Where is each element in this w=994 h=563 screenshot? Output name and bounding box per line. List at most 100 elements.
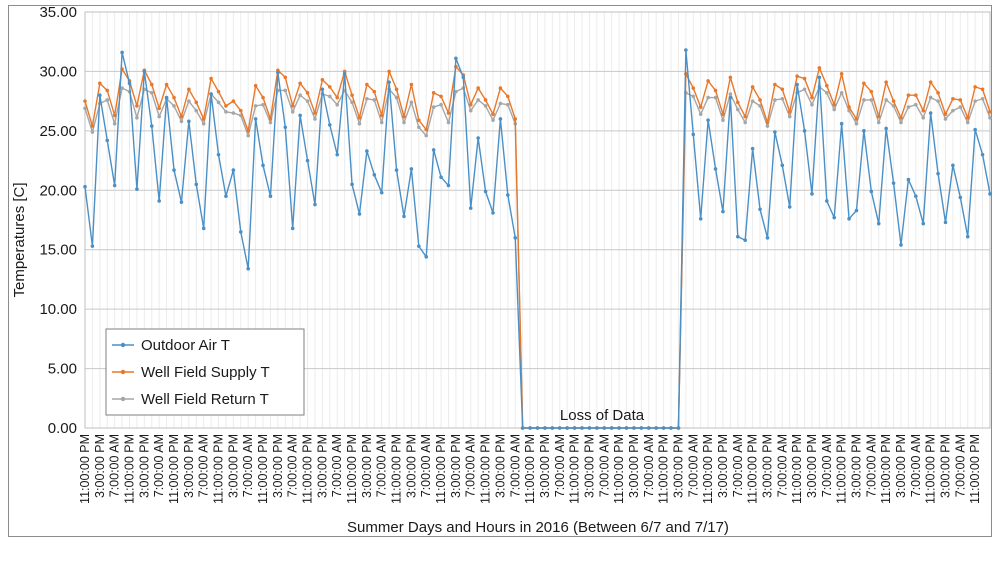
legend-item-return: Well Field Return T <box>112 391 269 408</box>
data-point-well-field-return-t <box>750 99 755 103</box>
data-point-well-field-supply-t <box>112 113 117 118</box>
x-tick-label: 11:00:00 PM <box>434 434 448 504</box>
data-point-well-field-return-t <box>439 102 443 107</box>
data-point-well-field-return-t <box>135 115 139 120</box>
data-point-outdoor-air-t <box>305 158 310 163</box>
legend-marker-return <box>120 396 126 402</box>
data-point-well-field-supply-t <box>394 87 399 92</box>
data-point-well-field-supply-t <box>973 85 977 89</box>
data-point-well-field-return-t <box>765 124 770 128</box>
data-point-well-field-supply-t <box>758 98 762 102</box>
data-point-outdoor-air-t <box>164 95 169 100</box>
x-tick-label: 3:00:00 PM <box>627 434 641 498</box>
legend-box <box>105 328 305 416</box>
x-tick-label: 3:00:00 PM <box>449 434 463 498</box>
x-tick-label: 3:00:00 PM <box>226 434 240 498</box>
data-point-outdoor-air-t <box>142 69 147 74</box>
data-point-well-field-supply-t <box>305 91 310 95</box>
data-point-well-field-supply-t <box>891 99 896 103</box>
x-tick-label: 11:00:00 PM <box>612 434 626 504</box>
x-tick-label: 7:00:00 AM <box>909 434 923 497</box>
data-point-well-field-return-t <box>483 104 488 108</box>
data-point-well-field-return-t <box>409 100 414 105</box>
x-tick-label: 7:00:00 AM <box>864 434 878 497</box>
x-tick-label: 3:00:00 PM <box>760 434 774 498</box>
data-point-well-field-return-t <box>713 95 718 100</box>
x-tick-label: 3:00:00 PM <box>894 434 908 498</box>
data-point-outdoor-air-t <box>454 56 458 61</box>
data-point-outdoor-air-t <box>780 163 785 168</box>
data-point-outdoor-air-t <box>179 200 184 204</box>
data-point-outdoor-air-t <box>431 148 436 152</box>
data-point-outdoor-air-t <box>90 244 95 248</box>
data-point-well-field-return-t <box>854 121 859 126</box>
data-point-well-field-supply-t <box>958 98 963 102</box>
data-point-outdoor-air-t <box>402 214 406 219</box>
data-point-outdoor-air-t <box>758 207 762 212</box>
x-tick-label: 7:00:00 AM <box>464 434 478 497</box>
x-tick-label: 7:00:00 AM <box>108 434 122 497</box>
data-point-outdoor-air-t <box>543 426 547 430</box>
x-tick-label: 3:00:00 PM <box>538 434 552 498</box>
data-point-well-field-supply-t <box>327 85 332 89</box>
data-point-well-field-supply-t <box>765 120 770 125</box>
data-point-well-field-supply-t <box>980 87 985 92</box>
data-point-well-field-return-t <box>372 98 377 102</box>
data-point-well-field-supply-t <box>283 75 288 80</box>
legend-marker-supply <box>120 369 126 375</box>
data-point-outdoor-air-t <box>327 123 332 127</box>
data-point-well-field-supply-t <box>839 72 844 76</box>
data-point-outdoor-air-t <box>565 426 569 430</box>
data-point-well-field-return-t <box>899 120 903 125</box>
data-point-outdoor-air-t <box>617 426 621 430</box>
data-point-outdoor-air-t <box>661 426 666 430</box>
data-point-well-field-supply-t <box>795 74 799 78</box>
data-point-well-field-supply-t <box>409 82 414 87</box>
data-point-well-field-return-t <box>350 100 354 105</box>
x-tick-label: 3:00:00 PM <box>93 434 107 498</box>
data-point-well-field-supply-t <box>728 75 733 80</box>
data-point-well-field-return-t <box>773 98 777 102</box>
data-point-well-field-return-t <box>914 102 918 107</box>
data-point-well-field-supply-t <box>216 89 221 94</box>
data-point-well-field-supply-t <box>817 66 822 70</box>
data-point-well-field-return-t <box>290 110 295 114</box>
data-point-well-field-return-t <box>743 120 748 125</box>
data-point-well-field-return-t <box>721 118 725 122</box>
y-tick-label: 25.00 <box>39 123 77 140</box>
y-tick-label: 15.00 <box>39 242 77 259</box>
data-point-well-field-return-t <box>261 102 265 107</box>
data-point-outdoor-air-t <box>728 95 733 100</box>
data-point-well-field-supply-t <box>713 88 718 93</box>
data-point-outdoor-air-t <box>921 221 926 226</box>
series-outdoor-air-t <box>83 48 992 430</box>
data-point-outdoor-air-t <box>468 206 473 210</box>
data-point-well-field-supply-t <box>194 100 199 105</box>
data-point-well-field-return-t <box>698 112 703 117</box>
data-point-outdoor-air-t <box>127 81 132 86</box>
data-point-well-field-supply-t <box>750 85 755 89</box>
data-point-outdoor-air-t <box>698 217 703 221</box>
data-point-outdoor-air-t <box>706 118 710 122</box>
data-point-well-field-return-t <box>928 95 933 100</box>
data-point-well-field-supply-t <box>98 81 102 86</box>
data-point-well-field-return-t <box>365 96 369 101</box>
data-point-well-field-supply-t <box>936 91 940 95</box>
data-point-outdoor-air-t <box>965 234 970 239</box>
x-tick-label: 11:00:00 PM <box>835 434 849 504</box>
data-point-well-field-return-t <box>943 117 948 121</box>
data-point-outdoor-air-t <box>943 220 948 225</box>
data-point-outdoor-air-t <box>216 152 221 157</box>
data-point-outdoor-air-t <box>157 199 161 203</box>
data-point-well-field-supply-t <box>802 76 807 81</box>
data-point-well-field-supply-t <box>446 111 451 115</box>
data-point-outdoor-air-t <box>639 426 644 430</box>
x-tick-label: 11:00:00 PM <box>879 434 893 504</box>
data-point-outdoor-air-t <box>825 199 829 203</box>
data-point-well-field-return-t <box>357 121 362 126</box>
data-point-well-field-return-t <box>468 108 473 113</box>
data-point-outdoor-air-t <box>906 177 911 182</box>
data-point-well-field-return-t <box>758 104 762 108</box>
x-tick-label: 11:00:00 PM <box>568 434 582 504</box>
data-point-outdoor-air-t <box>743 238 748 243</box>
